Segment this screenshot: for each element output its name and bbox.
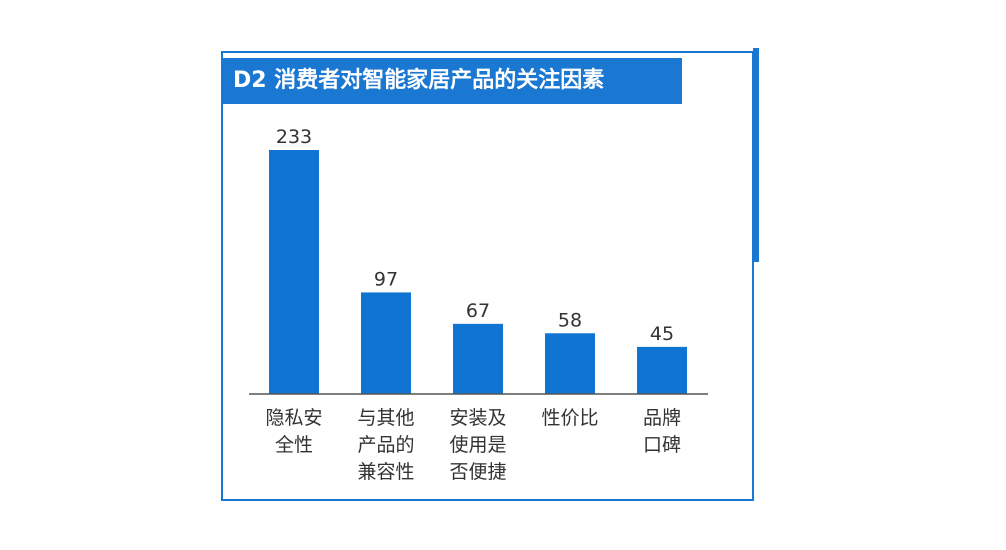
category-label-2-1: 使用是 — [449, 434, 506, 456]
frame-right-rule — [752, 262, 754, 500]
category-label-0-1: 全性 — [275, 434, 313, 456]
bar-3 — [545, 333, 595, 394]
category-label-4-0: 品牌 — [643, 407, 681, 429]
frame-top-rule — [221, 51, 754, 53]
chart-title-bar: D2 消费者对智能家居产品的关注因素 — [223, 58, 682, 104]
category-label-0-0: 隐私安 — [265, 407, 322, 429]
category-label-2-0: 安装及 — [449, 407, 506, 429]
data-label-4: 45 — [650, 323, 674, 345]
category-label-4-1: 口碑 — [643, 434, 681, 456]
bar-2 — [453, 323, 503, 394]
data-label-0: 233 — [276, 126, 312, 148]
category-label-1-0: 与其他 — [357, 407, 414, 429]
data-label-3: 58 — [558, 309, 582, 331]
bar-1 — [361, 292, 411, 394]
chart-title: D2 消费者对智能家居产品的关注因素 — [233, 68, 605, 93]
category-label-1-1: 产品的 — [357, 434, 414, 456]
bar-0 — [269, 150, 319, 394]
data-label-1: 97 — [374, 268, 398, 290]
bar-4 — [637, 346, 687, 394]
category-label-2-2: 否便捷 — [449, 461, 506, 483]
category-label-1-2: 兼容性 — [357, 461, 414, 483]
frame-accent-bar — [753, 48, 759, 262]
category-label-3-0: 性价比 — [541, 407, 598, 429]
data-label-2: 67 — [466, 300, 490, 322]
